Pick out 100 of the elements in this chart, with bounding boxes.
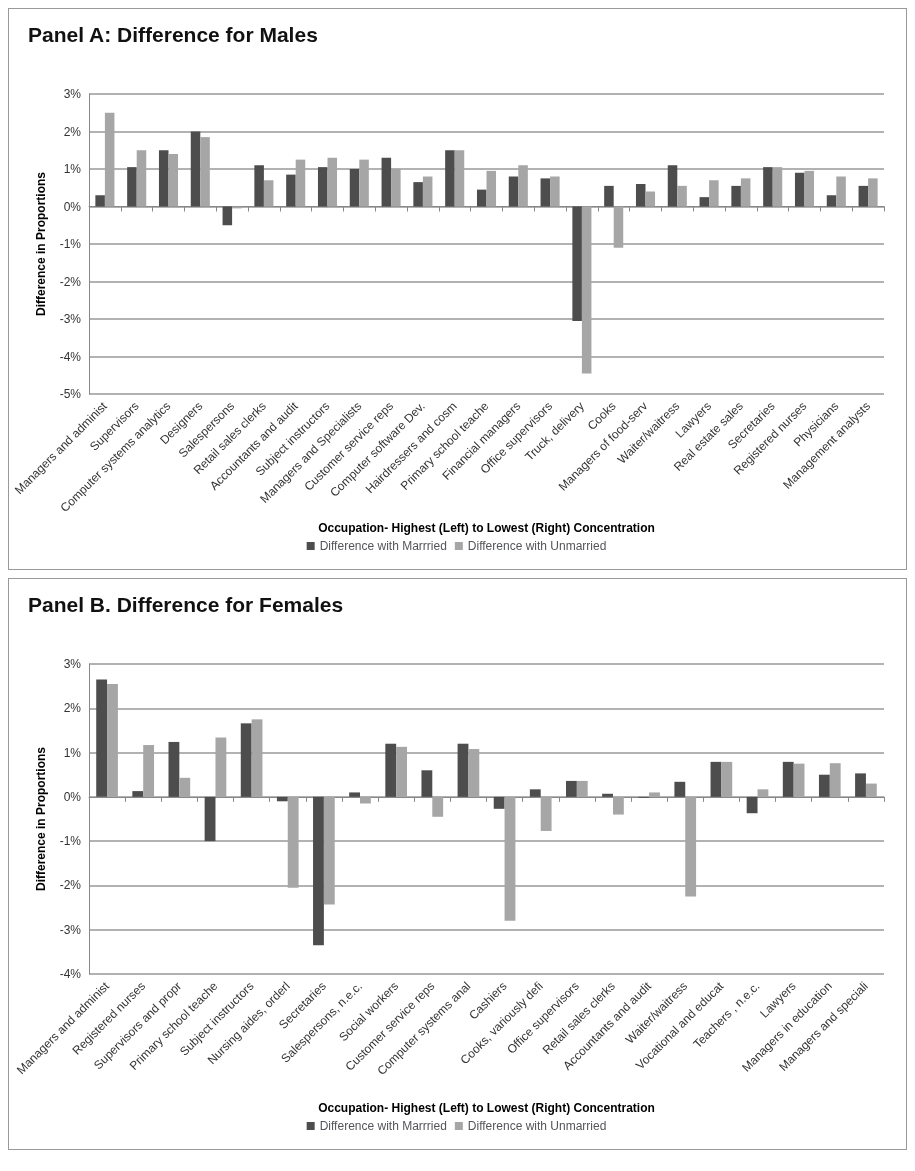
x-axis-title: Occupation- Highest (Left) to Lowest (Right) Concentration xyxy=(318,1101,655,1115)
bar xyxy=(251,719,263,797)
y-tick-label: -4% xyxy=(59,967,82,981)
bar xyxy=(158,150,169,207)
bar xyxy=(508,176,519,207)
bar xyxy=(782,761,794,797)
bar xyxy=(457,743,469,797)
bar xyxy=(757,789,769,797)
bar xyxy=(136,150,147,207)
bar xyxy=(381,157,392,207)
y-tick-label: 1% xyxy=(63,162,82,176)
bar xyxy=(699,197,710,207)
bar xyxy=(190,131,201,207)
bar xyxy=(204,796,216,842)
bar xyxy=(349,169,360,207)
y-tick-label: -1% xyxy=(59,237,82,251)
bar xyxy=(674,781,686,797)
bar xyxy=(287,796,299,888)
bar xyxy=(323,796,335,905)
bar xyxy=(132,791,144,797)
y-tick-label: -2% xyxy=(59,878,82,893)
bar xyxy=(529,789,541,797)
bar xyxy=(96,679,108,797)
bar xyxy=(740,178,751,207)
bar xyxy=(486,170,497,207)
bar xyxy=(360,796,371,804)
bar xyxy=(721,761,733,797)
y-tick-label: 2% xyxy=(63,124,82,139)
bar xyxy=(677,185,687,207)
bar xyxy=(613,206,624,248)
y-tick-label: 0% xyxy=(63,199,82,214)
bar xyxy=(518,165,528,207)
bar xyxy=(222,206,233,226)
bar xyxy=(396,746,407,797)
bar xyxy=(104,112,115,207)
bar xyxy=(276,796,288,802)
bar xyxy=(826,195,837,207)
bar xyxy=(581,206,592,374)
bar xyxy=(566,780,577,797)
bar xyxy=(868,178,878,207)
bar xyxy=(540,178,551,207)
bar xyxy=(385,743,397,797)
bar xyxy=(645,191,656,207)
y-tick-label: -2% xyxy=(59,274,82,289)
bar xyxy=(468,749,480,797)
bar xyxy=(143,745,155,797)
y-tick-label: -4% xyxy=(59,349,82,364)
bar xyxy=(168,154,179,207)
bar xyxy=(804,170,815,207)
bar xyxy=(295,159,306,207)
bar xyxy=(635,184,646,207)
bar xyxy=(168,741,180,797)
bar xyxy=(349,792,361,797)
bar xyxy=(604,185,614,207)
y-tick-label: 3% xyxy=(63,657,82,671)
bar xyxy=(432,796,444,817)
bar xyxy=(649,792,660,797)
bar xyxy=(445,150,455,207)
chart-title: Panel B. Difference for Females xyxy=(28,593,344,616)
bar xyxy=(200,137,210,207)
y-tick-label: -3% xyxy=(59,922,82,937)
y-axis-title: Difference in Proportions xyxy=(34,171,48,317)
y-tick-label: -3% xyxy=(59,312,82,326)
bar xyxy=(772,167,783,207)
bar xyxy=(793,763,805,797)
bar xyxy=(286,174,296,207)
y-tick-label: 1% xyxy=(63,745,82,760)
bar xyxy=(612,796,624,815)
bar xyxy=(865,783,877,797)
bar xyxy=(818,774,830,797)
bar xyxy=(179,777,191,797)
y-tick-label: 3% xyxy=(63,87,82,101)
bar xyxy=(421,770,433,797)
legend-label: Difference with Unmarried xyxy=(467,1119,607,1133)
bar xyxy=(493,796,505,809)
bar xyxy=(667,165,678,207)
chart-title: Panel A: Difference for Males xyxy=(28,23,318,46)
bar xyxy=(476,189,487,207)
bar xyxy=(746,796,758,814)
bar xyxy=(794,172,805,207)
y-tick-label: -1% xyxy=(59,834,82,849)
bar xyxy=(858,185,869,207)
y-tick-label: -5% xyxy=(59,387,82,401)
bar xyxy=(710,761,722,797)
bar xyxy=(550,176,560,207)
bar xyxy=(127,167,137,207)
bar xyxy=(107,683,118,797)
bar xyxy=(576,780,588,797)
bar xyxy=(454,150,465,207)
bar xyxy=(504,796,516,921)
y-tick-label: 0% xyxy=(63,789,82,804)
bar xyxy=(731,185,741,207)
bar xyxy=(95,195,105,207)
bar xyxy=(359,159,369,207)
y-axis-title: Difference in Proportions xyxy=(34,746,48,892)
y-tick-label: 2% xyxy=(63,701,82,716)
bar xyxy=(572,206,582,321)
bar xyxy=(602,793,613,797)
bar xyxy=(313,796,324,946)
bar xyxy=(829,763,841,797)
